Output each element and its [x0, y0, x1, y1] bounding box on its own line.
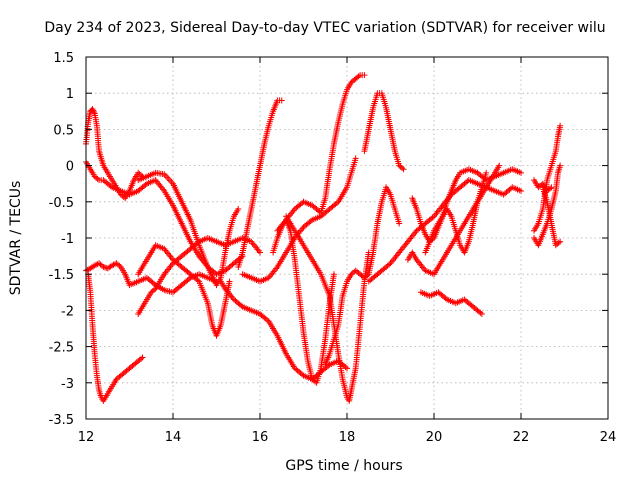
series-track-2: [85, 271, 146, 404]
x-tick-label: 16: [252, 430, 269, 445]
series-track-23: [539, 184, 564, 249]
y-tick-label: -2.5: [49, 341, 74, 356]
data-point-markers: [217, 278, 350, 383]
data-point-markers: [322, 184, 403, 368]
data-point-markers: [270, 216, 337, 386]
series-track-15: [361, 90, 407, 173]
x-tick-label: 24: [600, 430, 617, 445]
series-track-9: [235, 97, 285, 270]
y-tick-label: 0.5: [53, 123, 74, 138]
series-track-19: [417, 289, 485, 318]
data-point-markers: [404, 162, 503, 278]
data-point-markers: [361, 90, 407, 173]
y-tick-label: -0.5: [49, 196, 74, 211]
series-track-24: [531, 177, 555, 194]
series-track-14: [322, 184, 403, 368]
series-track-13: [270, 216, 337, 386]
x-tick-label: 22: [513, 430, 530, 445]
chart-title: Day 234 of 2023, Sidereal Day-to-day VTE…: [44, 20, 605, 36]
x-tick-label: 20: [426, 430, 443, 445]
y-tick-label: -2: [61, 304, 74, 319]
grid-lines: [85, 56, 609, 420]
series-track-20: [404, 162, 503, 278]
data-point-markers: [235, 97, 285, 270]
y-tick-label: -1: [61, 232, 74, 247]
series-track-7: [135, 242, 233, 339]
y-tick-label: 0: [66, 160, 74, 175]
y-tick-label: -3.5: [49, 413, 74, 428]
series-track-12: [283, 213, 372, 404]
series-track-11: [274, 72, 368, 234]
data-marks: [83, 72, 564, 404]
x-tick-label: 18: [339, 430, 356, 445]
data-point-markers: [135, 242, 233, 339]
data-point-markers: [135, 169, 242, 289]
data-point-markers: [539, 184, 564, 249]
data-point-markers: [417, 289, 485, 318]
y-tick-label: -1.5: [49, 268, 74, 283]
data-point-markers: [85, 271, 146, 404]
data-point-markers: [531, 122, 564, 234]
y-tick-label: 1.5: [53, 51, 74, 66]
x-tick-label: 12: [78, 430, 95, 445]
series-track-21: [531, 122, 564, 234]
data-point-markers: [274, 72, 368, 234]
series-track-8: [217, 278, 350, 383]
series-track-5: [135, 169, 242, 289]
y-tick-label: -3: [61, 377, 74, 392]
x-axis-label: GPS time / hours: [285, 458, 402, 474]
axis-ticks: 12 14 16 18 20 22 24 1.5 1 0.5 0 -0.5 -1 -1.5 -2 -2.5 -3…: [49, 51, 617, 445]
data-point-markers: [283, 213, 372, 404]
y-tick-label: 1: [66, 87, 74, 102]
data-point-markers: [531, 177, 555, 194]
x-tick-label: 14: [165, 430, 182, 445]
y-axis-label: SDTVAR / TECUs: [8, 181, 24, 296]
